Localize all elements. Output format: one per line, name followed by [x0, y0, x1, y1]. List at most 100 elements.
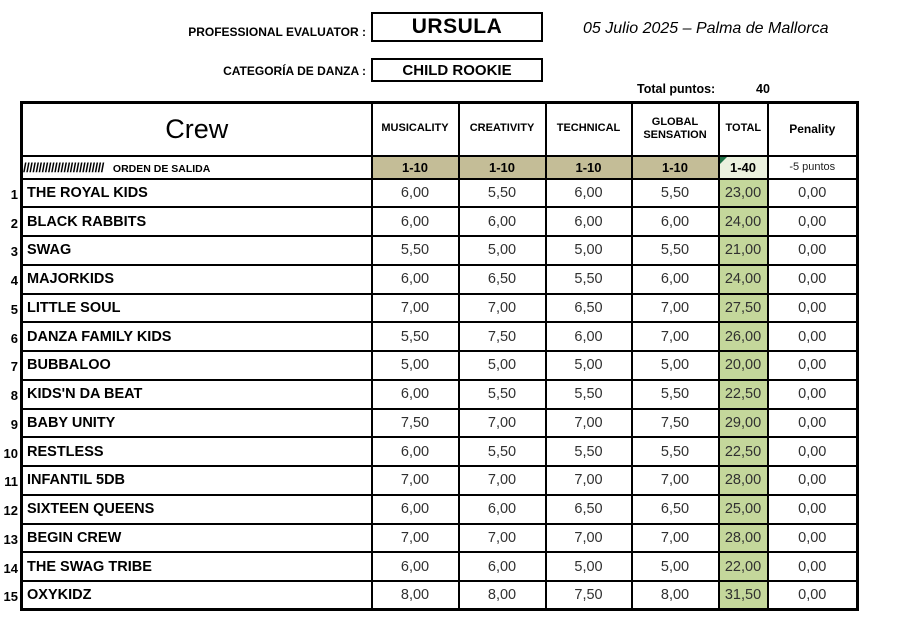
global-sensation-score-cell: 7,00	[630, 522, 720, 554]
table-row: THE SWAG TRIBE 6,00 6,00 5,00 5,00 22,00…	[20, 551, 859, 582]
global-sensation-score-cell: 5,50	[630, 436, 720, 467]
crew-name-cell: THE SWAG TRIBE	[20, 551, 373, 582]
total-score-cell: 29,00	[717, 407, 769, 439]
table-row: DANZA FAMILY KIDS 5,50 7,50 6,00 7,00 26…	[20, 321, 859, 352]
creativity-score-cell: 6,50	[457, 263, 547, 295]
category-label: CATEGORÍA DE DANZA :	[223, 64, 366, 78]
musicality-score-cell: 5,00	[370, 350, 460, 381]
row-number: 8	[10, 388, 18, 404]
event-date-location: 05 Julio 2025 – Palma de Mallorca	[583, 20, 829, 37]
table-row: BABY UNITY 7,50 7,00 7,00 7,50 29,00 0,0…	[20, 407, 859, 439]
creativity-score-cell: 7,50	[457, 321, 547, 352]
musicality-score-cell: 6,00	[370, 263, 460, 295]
total-score-cell: 24,00	[717, 206, 769, 237]
row-number: 11	[4, 474, 18, 490]
global-sensation-score-cell: 6,50	[630, 493, 720, 525]
musicality-column-header: MUSICALITY	[370, 101, 460, 157]
musicality-score-cell: 5,50	[370, 321, 460, 352]
table-row: INFANTIL 5DB 7,00 7,00 7,00 7,00 28,00 0…	[20, 465, 859, 496]
row-number: 13	[3, 531, 18, 547]
total-score-cell: 28,00	[717, 465, 769, 496]
global-sensation-score-cell: 7,50	[630, 407, 720, 439]
technical-column-header: TECHNICAL	[544, 101, 633, 157]
crew-name-cell: DANZA FAMILY KIDS	[20, 321, 373, 352]
total-score-cell: 25,00	[717, 493, 769, 525]
technical-score-cell: 5,00	[544, 235, 633, 266]
total-score-cell: 28,00	[717, 522, 769, 554]
table-row: MAJORKIDS 6,00 6,50 5,50 6,00 24,00 0,00	[20, 263, 859, 295]
penalty-score-cell: 0,00	[766, 292, 859, 324]
table-row: RESTLESS 6,00 5,50 5,50 5,50 22,50 0,00	[20, 436, 859, 467]
crew-name-cell: LITTLE SOUL	[20, 292, 373, 324]
global-sensation-score-cell: 5,50	[630, 378, 720, 410]
technical-score-cell: 5,00	[544, 551, 633, 582]
row-number: 15	[3, 589, 18, 605]
global-sensation-score-cell: 6,00	[630, 206, 720, 237]
global-sensation-score-cell: 8,00	[630, 580, 720, 611]
total-score-cell: 27,50	[717, 292, 769, 324]
musicality-score-cell: 6,00	[370, 177, 460, 209]
total-score-cell: 23,00	[717, 177, 769, 209]
crew-name-cell: BUBBALOO	[20, 350, 373, 381]
creativity-score-cell: 7,00	[457, 465, 547, 496]
penalty-score-cell: 0,00	[766, 378, 859, 410]
row-number: 3	[10, 244, 18, 260]
global-sensation-score-cell: 6,00	[630, 263, 720, 295]
creativity-score-cell: 8,00	[457, 580, 547, 611]
total-column-header: TOTAL	[717, 101, 769, 157]
creativity-range-cell: 1-10	[457, 154, 547, 180]
creativity-score-cell: 6,00	[457, 206, 547, 237]
total-score-cell: 26,00	[717, 321, 769, 352]
creativity-column-header: CREATIVITY	[457, 101, 547, 157]
category-value-box: CHILD ROOKIE	[371, 58, 543, 82]
musicality-score-cell: 5,50	[370, 235, 460, 266]
total-score-cell: 31,50	[717, 580, 769, 611]
score-table-body: Crew MUSICALITY CREATIVITY TECHNICAL GLO…	[20, 101, 859, 611]
total-score-cell: 21,00	[717, 235, 769, 266]
musicality-range-cell: 1-10	[370, 154, 460, 180]
musicality-score-cell: 6,00	[370, 551, 460, 582]
hatch-marks: //////////////////////////	[23, 159, 105, 175]
musicality-score-cell: 6,00	[370, 206, 460, 237]
total-score-cell: 22,50	[717, 436, 769, 467]
table-row: BUBBALOO 5,00 5,00 5,00 5,00 20,00 0,00	[20, 350, 859, 381]
crew-name-cell: BEGIN CREW	[20, 522, 373, 554]
table-header-row: Crew MUSICALITY CREATIVITY TECHNICAL GLO…	[20, 101, 859, 157]
penalty-score-cell: 0,00	[766, 465, 859, 496]
row-number: 2	[10, 215, 18, 231]
musicality-score-cell: 7,50	[370, 407, 460, 439]
penalty-score-cell: 0,00	[766, 350, 859, 381]
crew-name-cell: OXYKIDZ	[20, 580, 373, 611]
row-number: 9	[10, 416, 18, 432]
penalty-score-cell: 0,00	[766, 493, 859, 525]
musicality-score-cell: 6,00	[370, 493, 460, 525]
table-row: SWAG 5,50 5,00 5,00 5,50 21,00 0,00	[20, 235, 859, 266]
row-number: 4	[10, 273, 18, 289]
creativity-score-cell: 7,00	[457, 407, 547, 439]
global-sensation-score-cell: 5,00	[630, 551, 720, 582]
global-sensation-score-cell: 5,00	[630, 350, 720, 381]
technical-range-cell: 1-10	[544, 154, 633, 180]
table-row: THE ROYAL KIDS 6,00 5,50 6,00 5,50 23,00…	[20, 177, 859, 209]
crew-name-cell: THE ROYAL KIDS	[20, 177, 373, 209]
total-score-cell: 22,50	[717, 378, 769, 410]
table-row: BLACK RABBITS 6,00 6,00 6,00 6,00 24,00 …	[20, 206, 859, 237]
orden-de-salida-row: ////////////////////////// ORDEN DE SALID…	[20, 154, 859, 180]
technical-score-cell: 6,50	[544, 493, 633, 525]
technical-score-cell: 6,00	[544, 177, 633, 209]
creativity-score-cell: 7,00	[457, 292, 547, 324]
creativity-score-cell: 5,50	[457, 436, 547, 467]
penalty-score-cell: 0,00	[766, 580, 859, 611]
musicality-score-cell: 6,00	[370, 378, 460, 410]
creativity-score-cell: 5,00	[457, 235, 547, 266]
crew-name-cell: BLACK RABBITS	[20, 206, 373, 237]
crew-name-cell: SIXTEEN QUEENS	[20, 493, 373, 525]
technical-score-cell: 6,50	[544, 292, 633, 324]
penalty-score-cell: 0,00	[766, 436, 859, 467]
global-sensation-range-cell: 1-10	[630, 154, 720, 180]
row-number: 1	[10, 186, 18, 202]
row-number: 10	[3, 445, 18, 461]
crew-name-cell: INFANTIL 5DB	[20, 465, 373, 496]
table-row: OXYKIDZ 8,00 8,00 7,50 8,00 31,50 0,00	[20, 580, 859, 611]
